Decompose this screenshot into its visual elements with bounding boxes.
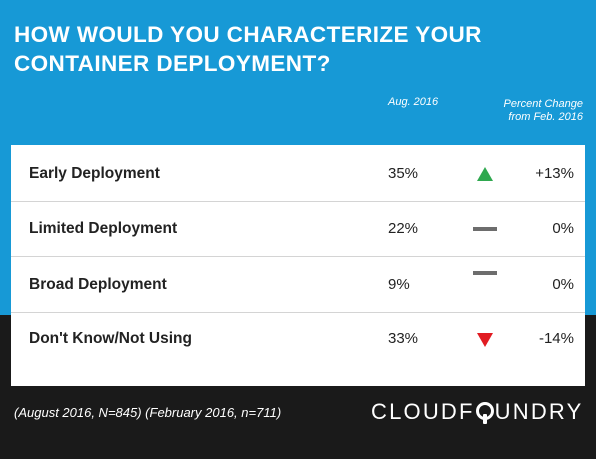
chart-title: HOW WOULD YOU CHARACTERIZE YOUR CONTAINE… [14, 22, 482, 76]
no-change-dash-icon [473, 227, 497, 231]
table-row: Early Deployment 35% +13% [11, 146, 585, 201]
data-table: Early Deployment 35% +13% Limited Deploymen… [11, 145, 585, 386]
up-arrow-icon [477, 167, 493, 181]
row-value: 22% [388, 220, 419, 237]
logo-pin-icon [475, 402, 494, 424]
row-change: -14% [538, 330, 574, 347]
row-value: 35% [388, 165, 419, 182]
logo-text-right: UNDRY [494, 399, 584, 424]
row-change: 0% [552, 220, 574, 237]
change-indicator-mark [473, 227, 497, 231]
row-divider [11, 312, 585, 313]
row-label: Don't Know/Not Using [29, 330, 192, 347]
row-divider [11, 201, 585, 202]
change-indicator-mark [477, 167, 493, 181]
row-value: 33% [388, 330, 419, 347]
column-header-percent-change: Percent Change from Feb. 2016 [503, 98, 584, 123]
row-divider [11, 256, 585, 257]
cloud-foundry-logo: CLOUDF UNDRY [371, 399, 583, 425]
table-row: Don't Know/Not Using 33% -14% [11, 311, 585, 366]
sample-size-note: (August 2016, N=845) (February 2016, n=7… [14, 405, 282, 420]
row-value: 9% [388, 276, 410, 293]
change-indicator-mark [477, 333, 493, 347]
row-change: 0% [552, 276, 574, 293]
table-row: Limited Deployment 22% 0% [11, 201, 585, 256]
row-label: Early Deployment [29, 165, 160, 182]
down-arrow-icon [477, 333, 493, 347]
column-header-aug-2016: Aug. 2016 [388, 96, 439, 108]
row-label: Limited Deployment [29, 220, 178, 237]
logo-text-left: CLOUDF [371, 399, 475, 424]
no-change-dash-icon [473, 271, 497, 275]
table-row: Broad Deployment 9% 0% [11, 257, 585, 312]
row-change: +13% [535, 165, 574, 182]
change-indicator-mark [473, 271, 497, 275]
row-label: Broad Deployment [29, 276, 167, 293]
